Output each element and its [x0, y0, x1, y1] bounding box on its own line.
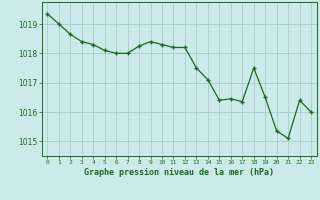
X-axis label: Graphe pression niveau de la mer (hPa): Graphe pression niveau de la mer (hPa) — [84, 168, 274, 177]
